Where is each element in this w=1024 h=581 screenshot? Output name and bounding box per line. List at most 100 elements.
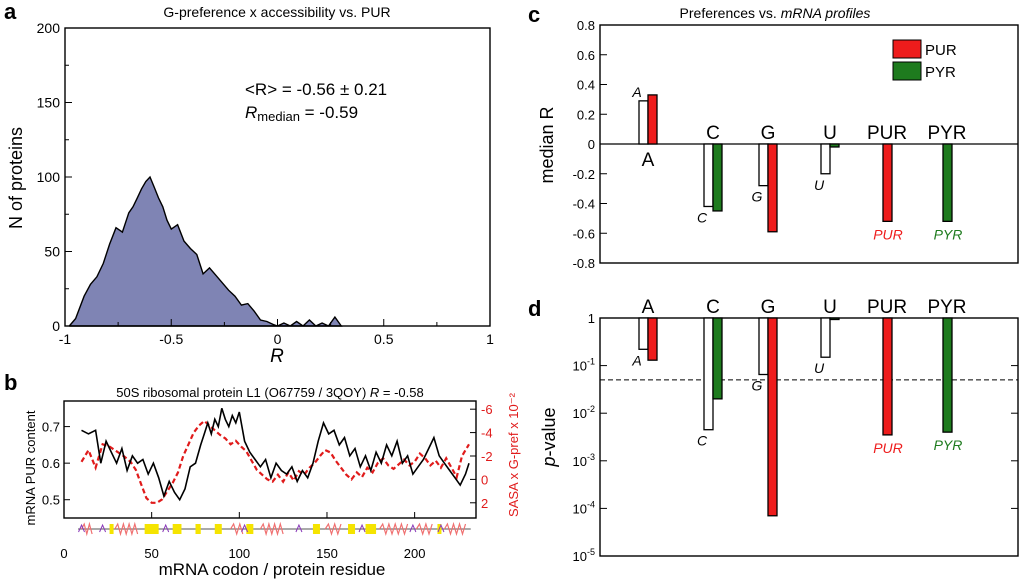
y-tick-label-left: 0.7 [42, 420, 60, 435]
panel-a-title: G-preference x accessibility vs. PUR [163, 4, 390, 20]
ss-strand [246, 524, 254, 534]
bar-pur-a [647, 317, 658, 361]
bar-nucleotide-a [638, 317, 649, 350]
bar-pyr-pyr [942, 317, 953, 433]
y-tick-label-text: 10 [573, 549, 587, 564]
category-label: U [823, 123, 837, 144]
y-tick-label: 10-1 [573, 357, 595, 374]
y-tick-label: 100 [37, 169, 61, 185]
bar-pyr-c [712, 143, 723, 212]
panel-c-bars [638, 94, 953, 233]
y-tick-label-text: 10 [573, 359, 587, 374]
bar-nucleotide-c [703, 143, 714, 208]
bar-letter-label: G [752, 189, 763, 205]
x-tick-label: 0.5 [374, 331, 394, 347]
y-tick-label: 10-4 [573, 499, 595, 516]
y-tick-label: 0 [52, 318, 60, 334]
y-tick-label: 150 [37, 95, 61, 111]
ss-turn [358, 523, 366, 533]
ss-strand [109, 524, 114, 534]
ss-strand [348, 524, 356, 534]
y-axis-label-right: SASA x G-pref x 10⁻² [506, 392, 521, 517]
x-axis-label: mRNA codon / protein residue [159, 560, 386, 579]
ss-helix [230, 521, 244, 537]
category-label: G [761, 123, 776, 144]
y-tick-label: -0.6 [573, 226, 595, 241]
y-tick-label: 0.6 [577, 48, 595, 63]
ss-helix [324, 522, 342, 536]
ss-strand [214, 524, 222, 534]
bar-nucleotide-u [820, 143, 831, 175]
bar-pur-pur [882, 317, 893, 436]
y-tick-exponent: -1 [587, 357, 595, 367]
y-tick-label-text: 10 [573, 406, 587, 421]
y-tick-label-right: 2 [481, 496, 488, 511]
ss-turn [437, 523, 445, 533]
y-tick-exponent: -2 [587, 404, 595, 414]
bar-letter-label: PUR [873, 440, 903, 456]
x-tick-label: 50 [144, 546, 158, 561]
category-label: C [706, 123, 720, 144]
category-label: C [706, 297, 720, 318]
y-tick-exponent: -4 [587, 499, 595, 509]
bar-letter-label: A [631, 84, 641, 100]
category-label: PUR [867, 297, 907, 318]
bar-nucleotide-g [758, 317, 769, 376]
panel-label-b: b [4, 370, 17, 395]
y-tick-label-left: 0.6 [42, 456, 60, 471]
pur-content-line [81, 408, 470, 502]
panel-b-title: 50S ribosomal protein L1 (O67759 / 3QOY)… [116, 385, 423, 400]
panel-label-c: c [528, 2, 540, 27]
y-tick-label-right: 0 [481, 472, 488, 487]
ss-turn [78, 523, 85, 533]
ss-turn [409, 523, 417, 533]
x-tick-label: 150 [316, 546, 338, 561]
ss-turn [162, 523, 170, 533]
bar-pur-g [767, 317, 778, 517]
bar-pyr-u [829, 143, 840, 148]
category-label: A [642, 297, 655, 318]
y-tick-label: 0.4 [577, 78, 595, 93]
x-tick-label: -1 [59, 331, 72, 347]
y-tick-label: 1 [588, 311, 595, 326]
y-tick-label: 0.8 [577, 18, 595, 33]
y-tick-label: 0.2 [577, 107, 595, 122]
legend-swatch-pyr [892, 61, 922, 81]
ss-helix [379, 521, 409, 537]
ss-turn [241, 523, 249, 533]
x-tick-label: 1 [486, 331, 494, 347]
category-label: PUR [867, 123, 907, 144]
y-tick-label: -0.4 [573, 197, 595, 212]
bar-letter-label: PYR [934, 226, 963, 242]
bar-letter-label: A [631, 352, 641, 368]
panel-label-a: a [4, 0, 17, 24]
y-tick-label-left: 0.5 [42, 493, 60, 508]
x-axis-label: R [270, 346, 284, 367]
y-tick-label: 0 [588, 137, 595, 152]
panel-d-bars [638, 317, 953, 517]
panel-c-title: Preferences vs. mRNA profiles [680, 5, 871, 21]
bar-pur-pur [882, 143, 893, 222]
y-tick-exponent: -3 [587, 452, 595, 462]
y-tick-label: -0.8 [573, 256, 595, 271]
y-tick-label: 50 [44, 244, 60, 260]
ss-helix [259, 521, 284, 537]
y-tick-label-right: -6 [481, 402, 493, 417]
x-tick-label: 0 [274, 331, 282, 347]
y-tick-label-right: -2 [481, 449, 493, 464]
median-annotation: Rmedian = -0.59 [245, 103, 358, 124]
legend-label-pyr: PYR [925, 64, 956, 81]
x-tick-label: 200 [404, 546, 426, 561]
y-tick-label-right: -4 [481, 426, 493, 441]
panel-d-ticks [600, 317, 1018, 557]
x-tick-label: 0 [60, 546, 67, 561]
ss-strand [365, 524, 377, 534]
y-axis-label: median R [537, 106, 557, 183]
bar-letter-label: U [814, 360, 825, 376]
y-axis-label-left: mRNA PUR content [23, 410, 38, 525]
y-tick-label: 200 [37, 20, 61, 36]
bar-pur-a [647, 94, 658, 145]
y-tick-label-text: 10 [573, 454, 587, 469]
panel-d: d A C G U PUR PYR A C G U PUR PYR 1 10-1 10-2 10-3 … [528, 296, 1019, 564]
